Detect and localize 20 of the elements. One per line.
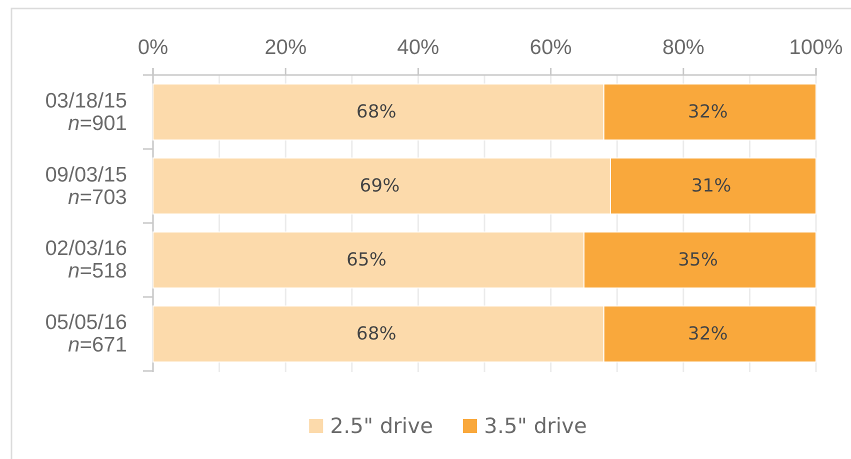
x-tick-label: 80% [662,36,704,59]
data-label: 65% [346,250,386,270]
y-tick-label: 05/05/16 n=671 [45,311,127,357]
x-tick-label: 20% [264,36,307,59]
legend-label: 3.5" drive [484,414,587,438]
y-tick-label: 09/03/15 n=703 [45,163,127,209]
data-label: 68% [356,323,396,344]
x-tick-label: 60% [530,36,572,59]
y-tick-label: 02/03/16 n=518 [45,237,127,283]
x-tick-label: 0% [138,36,168,59]
data-label: 35% [678,250,718,270]
x-tick-label: 100% [789,36,843,59]
text: 2.5" drive [330,414,433,438]
data-label: 32% [688,323,728,344]
data-label: 68% [356,102,396,123]
y-tick-label: 03/18/15 n=901 [45,89,127,135]
data-label: 31% [691,176,732,196]
x-tick-label: 40% [397,36,440,59]
data-label: 69% [360,176,400,196]
data-label: 32% [688,102,728,123]
